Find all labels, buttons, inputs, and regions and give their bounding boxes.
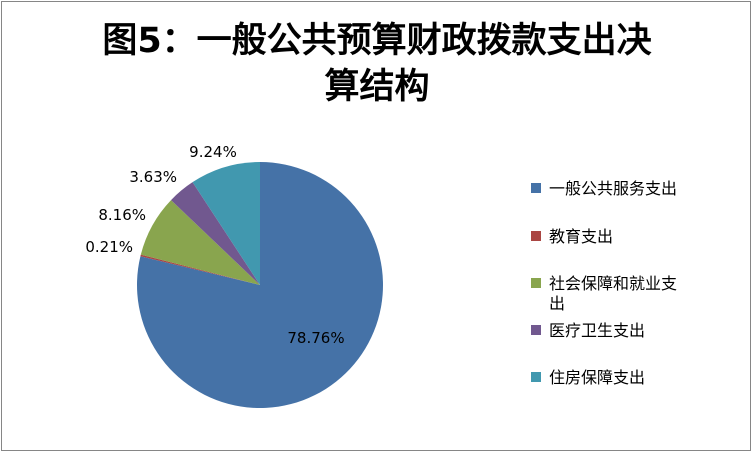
pie-slices bbox=[137, 162, 384, 409]
pie-slice-2 bbox=[140, 200, 260, 285]
legend-swatch-3 bbox=[531, 325, 541, 335]
legend-swatch-4 bbox=[531, 372, 541, 382]
data-label-2: 8.16% bbox=[98, 206, 146, 224]
data-label-3: 3.63% bbox=[129, 168, 177, 186]
pie-slice-4 bbox=[192, 162, 260, 285]
legend-label-2: 社会保障和就业支 bbox=[549, 274, 677, 293]
legend-swatch-2 bbox=[531, 278, 541, 288]
legend-label-3: 医疗卫生支出 bbox=[549, 321, 645, 340]
pie-slice-1 bbox=[140, 254, 260, 285]
legend-label-4: 住房保障支出 bbox=[549, 368, 645, 387]
legend-label-1: 教育支出 bbox=[549, 227, 613, 246]
pie-slice-3 bbox=[171, 182, 260, 285]
legend-swatch-1 bbox=[531, 231, 541, 241]
chart-title: 图5：一般公共预算财政拨款支出决 算结构 bbox=[0, 18, 754, 110]
legend-label-0: 一般公共服务支出 bbox=[549, 179, 677, 198]
pie-data-labels: 78.76% 0.21% 8.16% 3.63% 9.24% bbox=[85, 143, 344, 347]
legend-swatch-0 bbox=[531, 183, 541, 193]
chart-title-line-2: 算结构 bbox=[324, 67, 430, 107]
chart-title-line-1: 图5：一般公共预算财政拨款支出决 bbox=[102, 21, 652, 61]
pie-slice-0 bbox=[137, 162, 384, 409]
data-label-1: 0.21% bbox=[85, 238, 133, 256]
data-label-4: 9.24% bbox=[189, 143, 237, 161]
data-label-0: 78.76% bbox=[287, 329, 344, 347]
legend-label-2-line-1: 出 bbox=[549, 294, 565, 313]
